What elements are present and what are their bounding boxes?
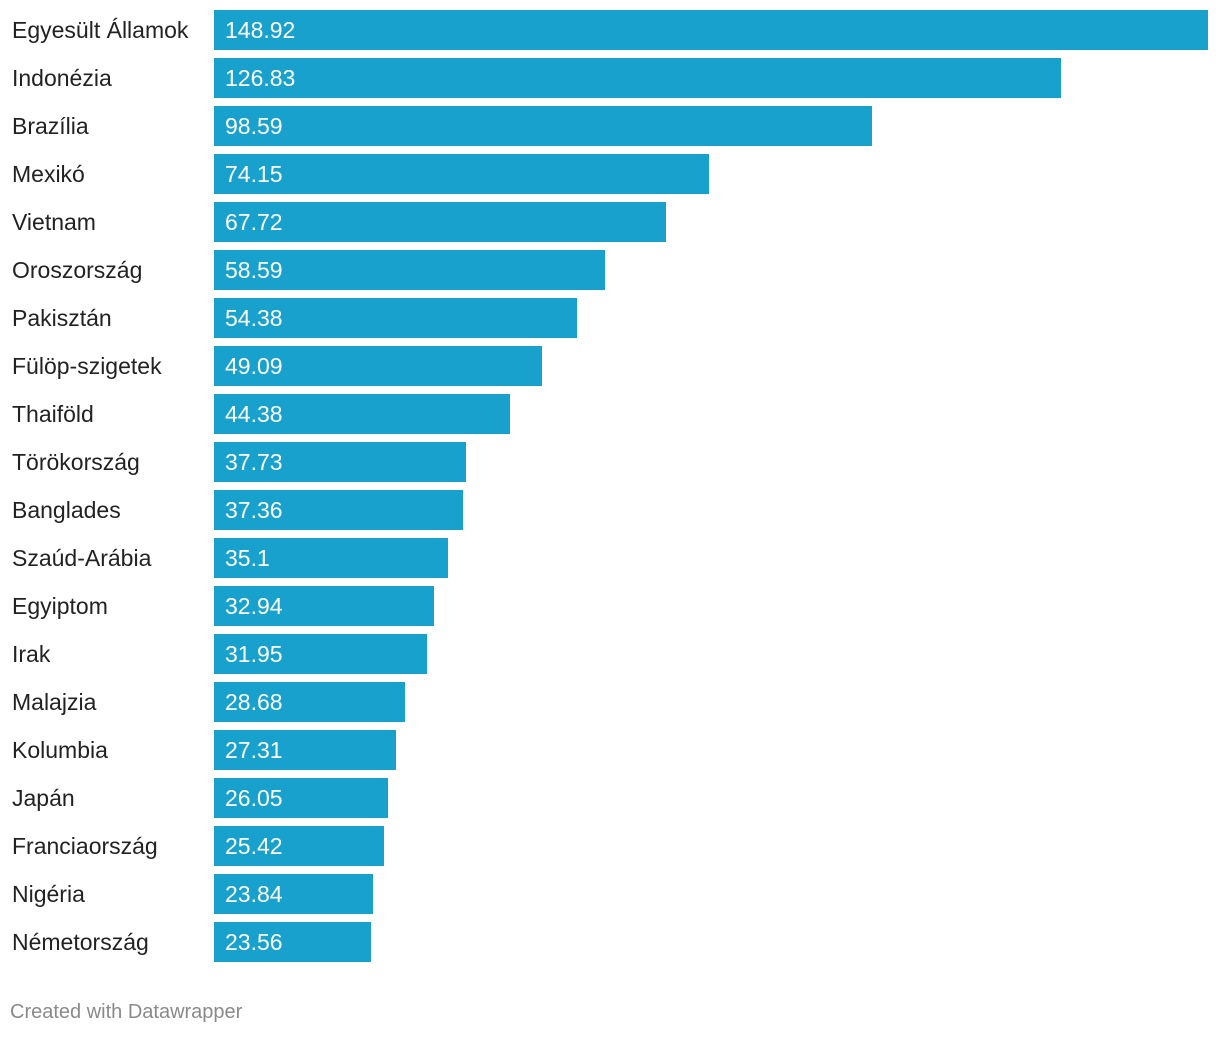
value-label: 44.38 (225, 401, 283, 427)
category-label: Thaiföld (12, 401, 94, 427)
value-label: 67.72 (225, 209, 283, 235)
bar (214, 874, 373, 914)
bar-row: Brazília 98.59 (0, 106, 1220, 146)
bar (214, 250, 605, 290)
bar (214, 442, 466, 482)
bar (214, 298, 577, 338)
value-label: 23.56 (225, 929, 283, 955)
category-label: Vietnam (12, 209, 96, 235)
bar (214, 682, 405, 722)
value-label: 31.95 (225, 641, 283, 667)
bar-row: Kolumbia 27.31 (0, 730, 1220, 770)
bar-row: Mexikó 74.15 (0, 154, 1220, 194)
bar (214, 346, 542, 386)
bar-row: Egyesült Államok 148.92 (0, 10, 1220, 50)
bar (214, 778, 388, 818)
bar-row: Fülöp-szigetek 49.09 (0, 346, 1220, 386)
value-label: 27.31 (225, 737, 283, 763)
value-label: 32.94 (225, 593, 283, 619)
category-label: Banglades (12, 497, 121, 523)
category-label: Pakisztán (12, 305, 112, 331)
bar (214, 394, 510, 434)
bar-row: Vietnam 67.72 (0, 202, 1220, 242)
bar (214, 538, 448, 578)
credit-footer: Created with Datawrapper (10, 1001, 243, 1023)
bar-row: Malajzia 28.68 (0, 682, 1220, 722)
bar-row: Szaúd-Arábia 35.1 (0, 538, 1220, 578)
bar (214, 922, 371, 962)
bar-row: Thaiföld 44.38 (0, 394, 1220, 434)
category-label: Indonézia (12, 65, 112, 91)
value-label: 74.15 (225, 161, 283, 187)
bar (214, 154, 709, 194)
bar-row: Irak 31.95 (0, 634, 1220, 674)
bar (214, 58, 1061, 98)
category-label: Szaúd-Arábia (12, 545, 152, 571)
category-label: Kolumbia (12, 737, 108, 763)
bar (214, 730, 396, 770)
bar (214, 106, 872, 146)
category-label: Japán (12, 785, 75, 811)
category-label: Brazília (12, 113, 89, 139)
category-label: Irak (12, 641, 51, 667)
value-label: 26.05 (225, 785, 283, 811)
bar (214, 826, 384, 866)
category-label: Törökország (12, 449, 140, 475)
value-label: 37.73 (225, 449, 283, 475)
category-label: Franciaország (12, 833, 158, 859)
bar-row: Japán 26.05 (0, 778, 1220, 818)
bar-row: Oroszország 58.59 (0, 250, 1220, 290)
value-label: 126.83 (225, 65, 296, 91)
category-label: Németország (12, 929, 149, 955)
bar-row: Banglades 37.36 (0, 490, 1220, 530)
bar (214, 586, 434, 626)
bar (214, 202, 666, 242)
bar-row: Nigéria 23.84 (0, 874, 1220, 914)
category-label: Oroszország (12, 257, 143, 283)
bar-chart: Egyesült Államok 148.92 Indonézia 126.83 Bra… (0, 10, 1220, 962)
category-label: Fülöp-szigetek (12, 353, 162, 379)
category-label: Egyiptom (12, 593, 108, 619)
value-label: 54.38 (225, 305, 283, 331)
bar-row: Egyiptom 32.94 (0, 586, 1220, 626)
value-label: 98.59 (225, 113, 283, 139)
value-label: 23.84 (225, 881, 283, 907)
value-label: 28.68 (225, 689, 283, 715)
value-label: 49.09 (225, 353, 283, 379)
value-label: 37.36 (225, 497, 283, 523)
bar-row: Törökország 37.73 (0, 442, 1220, 482)
bar-row: Pakisztán 54.38 (0, 298, 1220, 338)
value-label: 148.92 (225, 17, 296, 43)
bar (214, 10, 1208, 50)
bar-row: Franciaország 25.42 (0, 826, 1220, 866)
bar-row: Indonézia 126.83 (0, 58, 1220, 98)
value-label: 25.42 (225, 833, 283, 859)
category-label: Malajzia (12, 689, 97, 715)
value-label: 35.1 (225, 545, 270, 571)
category-label: Egyesült Államok (12, 17, 189, 43)
bar-row: Németország 23.56 (0, 922, 1220, 962)
bar (214, 490, 463, 530)
bar (214, 634, 427, 674)
category-label: Nigéria (12, 881, 85, 907)
value-label: 58.59 (225, 257, 283, 283)
category-label: Mexikó (12, 161, 85, 187)
